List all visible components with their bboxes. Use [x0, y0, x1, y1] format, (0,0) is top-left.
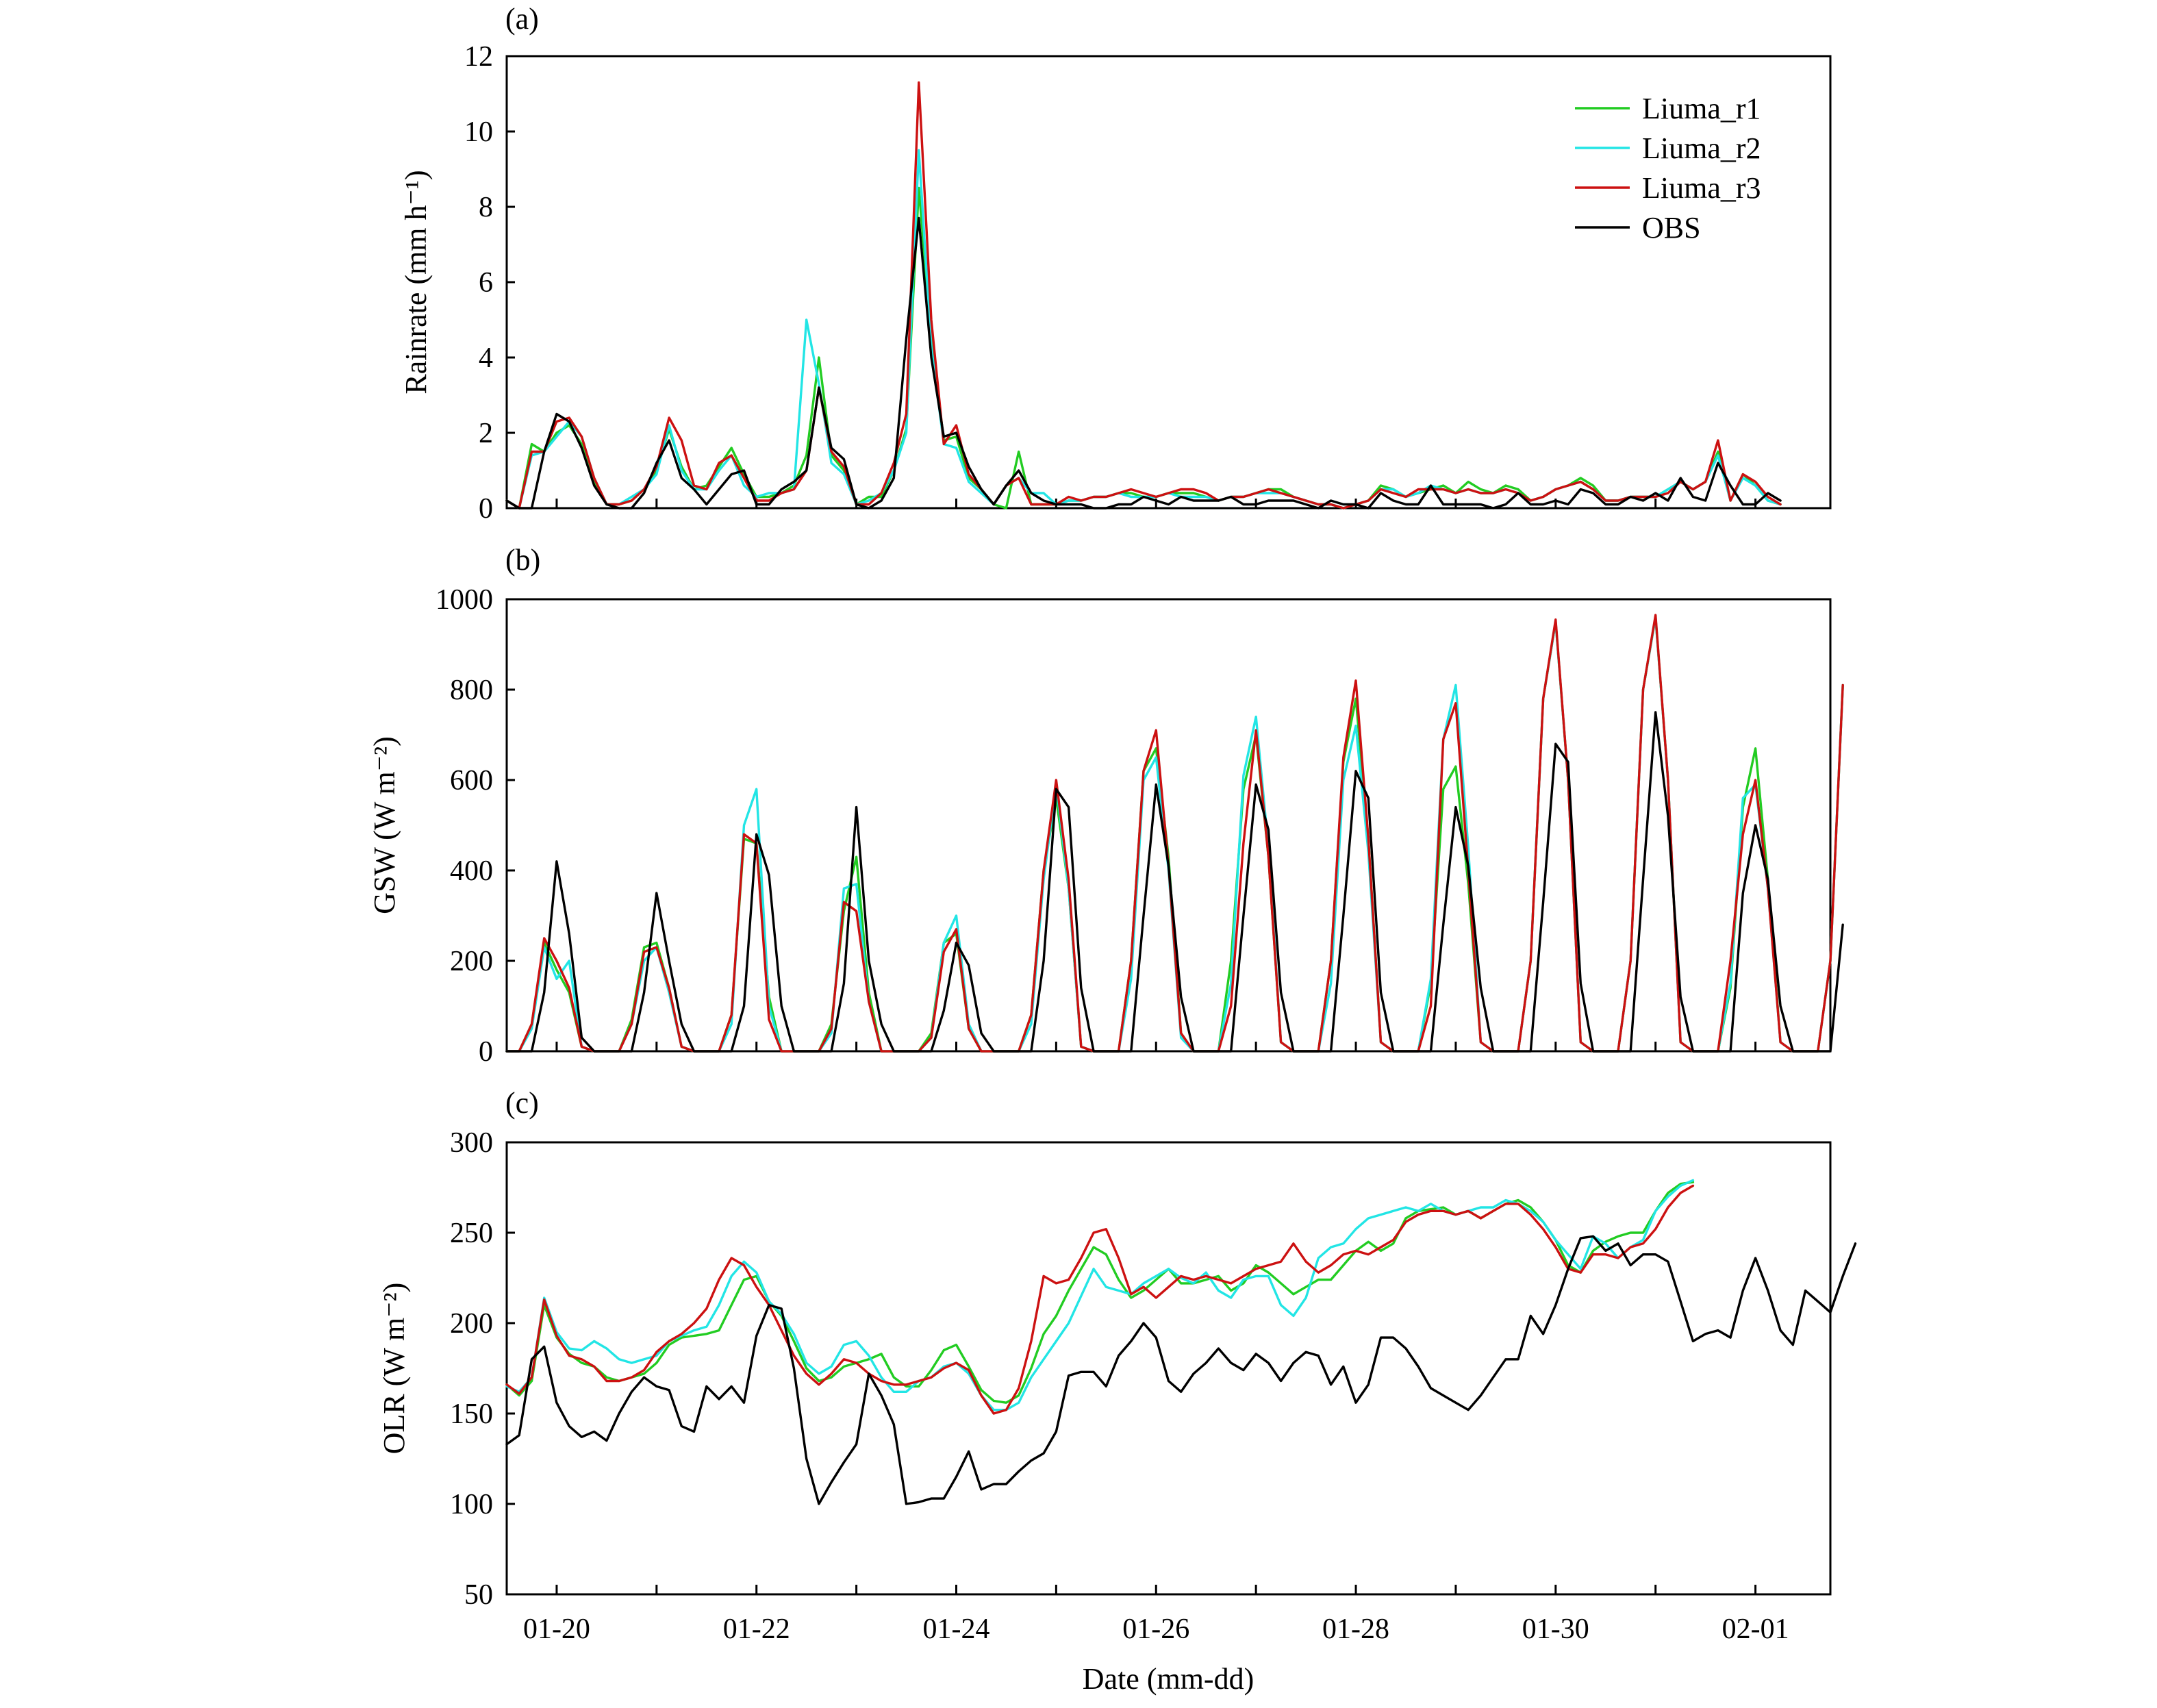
y-tick-label-c-1: 100 — [450, 1489, 493, 1520]
legend-label-obs: OBS — [1642, 211, 1701, 244]
y-tick-label-b-2: 400 — [450, 855, 493, 887]
axes-frame-b — [505, 598, 1832, 1053]
y-axis-label-a: Rainrate (mm h⁻¹) — [399, 170, 433, 394]
y-tick-label-a-3: 6 — [479, 267, 493, 299]
series-line-c-liuma-r3 — [505, 1184, 1695, 1415]
y-tick-label-a-0: 0 — [479, 493, 493, 525]
panel-b: (b) 0 200 400 600 800 1000 GSW (W m⁻²) — [368, 543, 1844, 1068]
y-tick-label-b-0: 0 — [479, 1036, 493, 1068]
y-tick-label-a-2: 4 — [479, 342, 493, 374]
x-tick-label-2: 01-24 — [922, 1613, 989, 1645]
x-tick-labels: 01-20 01-22 01-24 01-26 01-28 01-30 02-01 — [523, 1613, 1789, 1645]
y-tick-label-c-3: 200 — [450, 1308, 493, 1340]
legend-label-liuma-r2: Liuma_r2 — [1642, 131, 1761, 165]
y-tick-label-b-1: 200 — [450, 946, 493, 977]
y-tick-label-a-4: 8 — [479, 192, 493, 223]
series-group-b — [505, 614, 1844, 1053]
series-line-c-liuma-r2 — [505, 1179, 1695, 1411]
x-tick-label-0: 01-20 — [523, 1613, 590, 1645]
legend-label-liuma-r1: Liuma_r1 — [1642, 92, 1761, 125]
x-tick-label-6: 02-01 — [1722, 1613, 1789, 1645]
panel-label-a: (a) — [505, 2, 539, 36]
y-tick-label-c-2: 150 — [450, 1398, 493, 1430]
y-tick-label-b-5: 1000 — [436, 584, 493, 616]
legend-label-liuma-r3: Liuma_r3 — [1642, 171, 1761, 205]
axes-frame-c — [505, 1141, 1832, 1596]
legend: Liuma_r1 Liuma_r2 Liuma_r3 OBS — [1575, 92, 1761, 244]
y-ticks-b: 0 200 400 600 800 1000 — [436, 584, 515, 1068]
panel-a: (a) 0 2 4 6 8 10 12 Rainrate (mm h⁻¹) Liuma_r1… — [399, 2, 1832, 525]
x-tick-label-5: 01-30 — [1522, 1613, 1589, 1645]
y-tick-label-c-5: 300 — [450, 1127, 493, 1159]
series-group-a — [505, 81, 1782, 510]
y-tick-label-a-5: 10 — [464, 116, 493, 148]
series-line-a-liuma-r1 — [505, 186, 1782, 510]
series-line-a-liuma-r2 — [505, 149, 1782, 510]
series-line-b-obs — [505, 711, 1844, 1053]
x-axis-label: Date (mm-dd) — [1083, 1662, 1254, 1696]
series-group-c — [505, 1179, 1857, 1505]
y-tick-label-c-4: 250 — [450, 1218, 493, 1249]
series-line-b-liuma-r3 — [505, 614, 1844, 1053]
series-line-c-obs — [505, 1235, 1857, 1505]
series-line-c-liuma-r1 — [505, 1181, 1695, 1404]
x-ticks-b — [555, 1042, 1757, 1051]
series-line-b-liuma-r1 — [505, 616, 1844, 1053]
series-line-b-liuma-r2 — [505, 616, 1844, 1053]
y-tick-label-a-6: 12 — [464, 41, 493, 73]
y-tick-label-a-1: 2 — [479, 418, 493, 449]
panel-label-c: (c) — [505, 1086, 539, 1120]
x-ticks-c — [555, 1585, 1757, 1594]
y-tick-label-b-4: 800 — [450, 675, 493, 706]
series-line-a-liuma-r3 — [505, 81, 1782, 510]
y-axis-label-c: OLR (W m⁻²) — [377, 1283, 411, 1455]
panel-label-b: (b) — [505, 543, 540, 577]
axes-frame-a — [505, 55, 1832, 510]
y-tick-label-c-0: 50 — [464, 1579, 493, 1611]
x-tick-label-1: 01-22 — [723, 1613, 790, 1645]
x-tick-label-3: 01-26 — [1122, 1613, 1189, 1645]
y-ticks-a: 0 2 4 6 8 10 12 — [464, 41, 515, 525]
series-line-a-obs — [505, 216, 1782, 510]
y-tick-label-b-3: 600 — [450, 765, 493, 796]
y-axis-label-b: GSW (W m⁻²) — [368, 736, 401, 914]
y-ticks-c: 50 100 150 200 250 300 — [450, 1127, 515, 1611]
x-tick-label-4: 01-28 — [1322, 1613, 1389, 1645]
